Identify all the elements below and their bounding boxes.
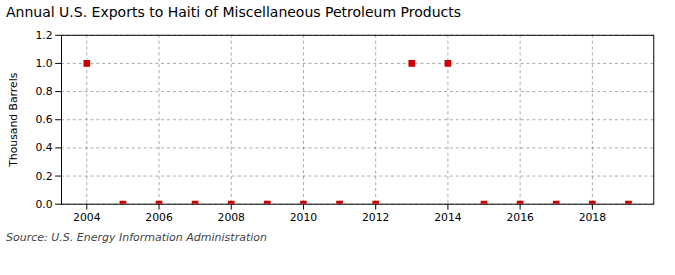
svg-text:2016: 2016: [506, 211, 534, 224]
svg-text:0.4: 0.4: [36, 141, 53, 154]
svg-text:2008: 2008: [217, 211, 245, 224]
svg-text:0.8: 0.8: [36, 85, 53, 98]
svg-text:1.2: 1.2: [36, 29, 53, 42]
svg-text:2010: 2010: [290, 211, 318, 224]
svg-text:Thousand Barrels: Thousand Barrels: [7, 72, 20, 167]
svg-text:2018: 2018: [579, 211, 607, 224]
svg-text:2014: 2014: [434, 211, 462, 224]
svg-text:2006: 2006: [145, 211, 173, 224]
html-text:Source: U.S. Energy Informatio: Source: U.S. Energy Information Administ…: [6, 231, 267, 244]
svg-text:0.0: 0.0: [36, 197, 53, 210]
svg-text:0.6: 0.6: [36, 113, 53, 126]
svg-text:0.2: 0.2: [36, 169, 53, 182]
svg-text:2012: 2012: [362, 211, 389, 224]
svg-text:2004: 2004: [73, 211, 101, 224]
svg-text:1.0: 1.0: [36, 57, 53, 70]
html-text:Annual U.S. Exports to Haiti o: Annual U.S. Exports to Haiti of Miscella…: [6, 4, 461, 20]
